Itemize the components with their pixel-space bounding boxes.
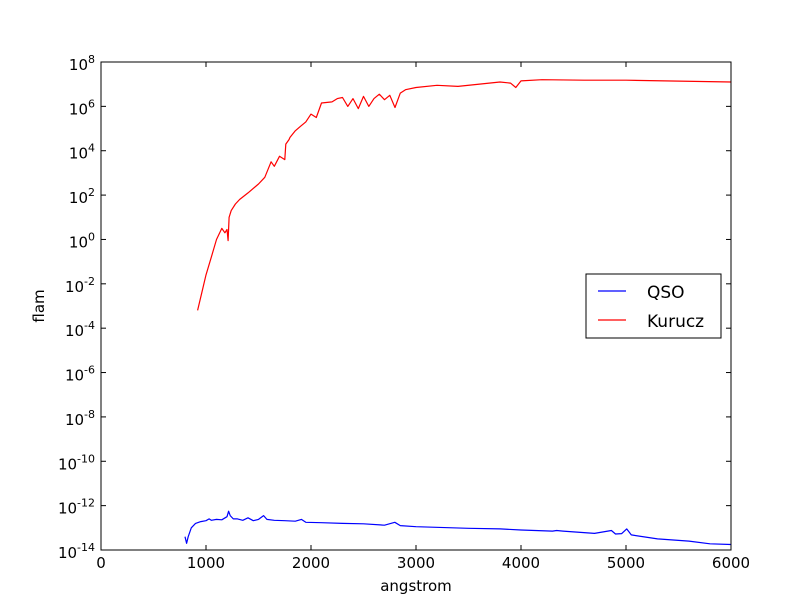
y-tick-label: 10-10	[58, 452, 95, 473]
y-axis-ticks: 108 106 104 102 100 10-2 10-4 10-6 10-8 10-10 10-1…	[58, 53, 731, 562]
x-tick-label: 0	[96, 554, 106, 572]
x-tick-label: 3000	[397, 554, 435, 572]
y-tick-label: 10-8	[65, 408, 95, 429]
x-tick-label: 1000	[187, 554, 225, 572]
y-tick-label: 10-14	[58, 541, 95, 562]
x-axis-ticks: 0 1000 2000 3000 4000 5000 6000	[96, 62, 750, 572]
y-tick-label: 104	[69, 142, 95, 163]
y-tick-label: 10-2	[65, 275, 95, 296]
x-tick-label: 6000	[712, 554, 750, 572]
x-axis-label: angstrom	[380, 577, 452, 595]
series-line-kurucz	[197, 79, 732, 311]
y-tick-label: 106	[69, 97, 95, 118]
y-tick-label: 10-12	[58, 497, 95, 518]
y-tick-label: 102	[69, 186, 95, 207]
series-layer	[184, 79, 732, 546]
y-tick-label: 108	[69, 53, 95, 74]
x-tick-label: 4000	[502, 554, 540, 572]
y-tick-label: 10-6	[65, 364, 95, 385]
y-tick-label: 100	[69, 230, 95, 251]
x-tick-label: 5000	[607, 554, 645, 572]
legend-box	[585, 273, 722, 339]
legend: QSO Kurucz	[585, 273, 722, 339]
x-tick-label: 2000	[292, 554, 330, 572]
y-tick-label: 10-4	[65, 319, 95, 340]
y-axis-label: flam	[30, 289, 48, 322]
legend-label-kurucz: Kurucz	[647, 312, 704, 332]
series-line-qso	[184, 510, 732, 546]
legend-label-qso: QSO	[647, 283, 685, 303]
